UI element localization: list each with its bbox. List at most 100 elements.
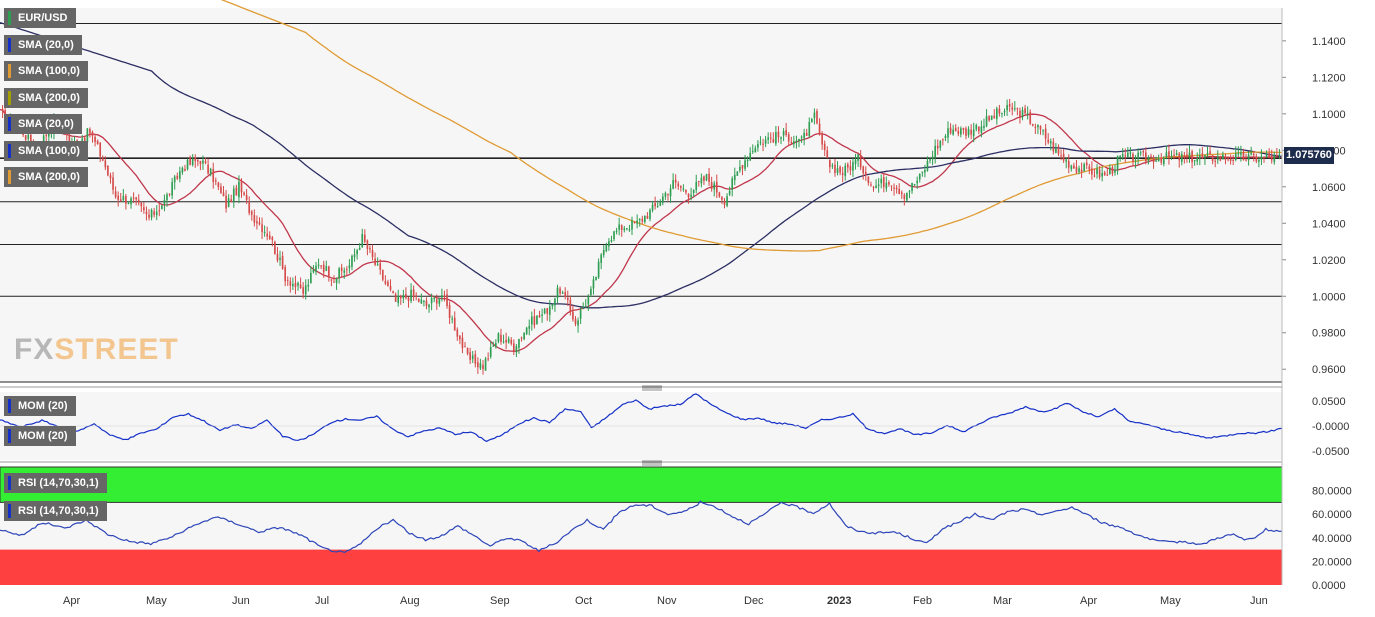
candle-body bbox=[1229, 158, 1232, 161]
candle-body bbox=[225, 195, 227, 209]
candle-body bbox=[1180, 153, 1183, 162]
candle-body bbox=[253, 215, 256, 223]
candle-body bbox=[626, 228, 628, 230]
candle-body bbox=[351, 255, 353, 267]
candle-body bbox=[715, 181, 718, 193]
candle-body bbox=[161, 205, 163, 209]
legend-swatch bbox=[8, 143, 11, 158]
candle-body bbox=[1109, 167, 1111, 175]
candle-body bbox=[91, 131, 94, 137]
candle-body bbox=[1078, 168, 1080, 172]
legend-swatch bbox=[8, 11, 11, 25]
candle-body bbox=[597, 261, 600, 278]
candle-body bbox=[1214, 160, 1217, 162]
candle-body bbox=[628, 229, 631, 231]
candle-body bbox=[507, 338, 510, 343]
candle-body bbox=[954, 127, 957, 132]
candle-body bbox=[24, 135, 27, 140]
candle-body bbox=[708, 173, 710, 182]
price-legend-tag[interactable]: SMA (20,0) bbox=[4, 34, 82, 55]
candle-body bbox=[929, 159, 931, 161]
price-legend-tag[interactable]: SMA (100,0) bbox=[4, 140, 88, 161]
candle-body bbox=[613, 231, 615, 240]
momentum-legend-tag[interactable]: MOM (20) bbox=[4, 426, 76, 446]
candle-body bbox=[104, 160, 107, 168]
candle-body bbox=[936, 145, 939, 149]
candle-body bbox=[772, 139, 775, 143]
price-legend-tag[interactable]: SMA (200,0) bbox=[4, 87, 88, 108]
candle-body bbox=[636, 220, 638, 224]
candle-body bbox=[1268, 153, 1270, 158]
candle-body bbox=[777, 131, 780, 138]
price-legend-tag[interactable]: EUR/USD bbox=[4, 8, 76, 28]
candle-body bbox=[1270, 155, 1273, 161]
candle-body bbox=[243, 192, 245, 195]
candle-body bbox=[1240, 152, 1242, 155]
candle-body bbox=[417, 298, 420, 302]
candle-body bbox=[1085, 162, 1088, 166]
candle-body bbox=[328, 266, 330, 278]
price-axis-tick-label: 1.0400 bbox=[1312, 218, 1346, 230]
candle-body bbox=[317, 264, 320, 266]
candle-body bbox=[733, 174, 736, 181]
candle-body bbox=[775, 131, 777, 144]
candle-body bbox=[122, 196, 125, 201]
candle-body bbox=[903, 194, 906, 199]
candle-body bbox=[302, 287, 304, 294]
candle-body bbox=[895, 187, 898, 190]
candle-body bbox=[361, 234, 364, 248]
candle-body bbox=[415, 295, 418, 297]
candle-body bbox=[271, 237, 274, 241]
candle-body bbox=[469, 352, 471, 360]
candle-body bbox=[523, 332, 525, 340]
candle-body bbox=[1168, 151, 1170, 158]
momentum-legend-tag[interactable]: MOM (20) bbox=[4, 396, 76, 416]
candle-body bbox=[805, 132, 808, 136]
candle-body bbox=[379, 263, 382, 270]
candle-body bbox=[569, 299, 572, 311]
time-axis-label: Apr bbox=[63, 595, 80, 607]
candle-body bbox=[292, 284, 294, 287]
price-legend-tag[interactable]: SMA (200,0) bbox=[4, 167, 88, 187]
candle-body bbox=[769, 137, 772, 139]
candle-body bbox=[443, 295, 446, 297]
candle-body bbox=[1070, 165, 1073, 170]
rsi-overbought-band bbox=[0, 466, 1283, 503]
candle-body bbox=[1211, 155, 1214, 162]
price-axis-tick-label: 0.9600 bbox=[1312, 364, 1346, 376]
candle-body bbox=[1232, 159, 1235, 161]
candle-body bbox=[1052, 141, 1055, 152]
candle-body bbox=[109, 175, 112, 179]
legend-swatch bbox=[8, 90, 11, 105]
price-legend-tag[interactable]: SMA (100,0) bbox=[4, 61, 88, 81]
candle-body bbox=[795, 140, 798, 142]
candle-body bbox=[782, 131, 785, 136]
candle-body bbox=[767, 137, 770, 140]
price-legend-tag[interactable]: SMA (20,0) bbox=[4, 114, 82, 134]
candle-body bbox=[96, 140, 99, 145]
candle-body bbox=[728, 190, 731, 195]
candle-body bbox=[181, 167, 184, 173]
candle-body bbox=[536, 316, 538, 325]
rsi-legend-tag[interactable]: RSI (14,70,30,1) bbox=[4, 501, 107, 521]
candle-body bbox=[975, 124, 978, 130]
time-axis-label: Mar bbox=[993, 595, 1012, 607]
candle-body bbox=[196, 159, 199, 162]
candle-body bbox=[723, 200, 726, 206]
legend-swatch bbox=[8, 64, 11, 78]
candle-body bbox=[1196, 158, 1199, 162]
momentum-axis-tick-label: 0.0500 bbox=[1312, 396, 1346, 408]
candle-body bbox=[967, 128, 970, 136]
rsi-legend-tag[interactable]: RSI (14,70,30,1) bbox=[4, 473, 107, 493]
candle-body bbox=[1198, 155, 1201, 159]
momentum-axis-tick-label: -0.0000 bbox=[1312, 421, 1349, 433]
candle-body bbox=[1083, 164, 1086, 172]
sma200-line bbox=[220, 0, 1283, 252]
candle-body bbox=[1057, 146, 1060, 154]
candle-body bbox=[1273, 154, 1276, 163]
candle-body bbox=[502, 341, 505, 343]
candle-body bbox=[1055, 147, 1057, 153]
candle-body bbox=[548, 306, 551, 315]
candle-body bbox=[127, 202, 130, 204]
candle-body bbox=[1247, 154, 1250, 161]
